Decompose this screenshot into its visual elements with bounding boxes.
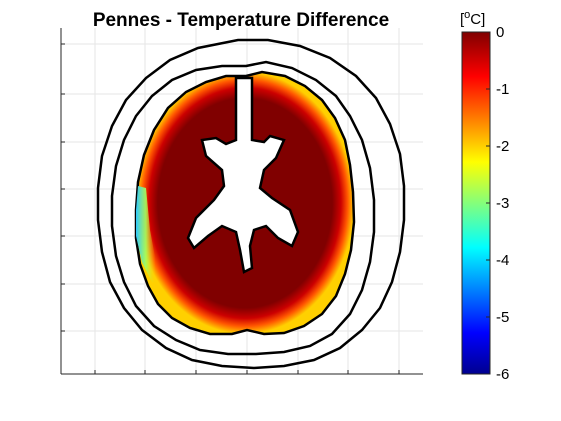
colorbar-ticks: 0 -1 -2 -3 -4 -5 -6	[486, 24, 509, 383]
skull-outer-outline	[96, 38, 406, 370]
colorbar: [oC] 0 -1 -2 -3 -4 -5 -6	[460, 9, 509, 383]
colorbar-tick-label: -3	[496, 195, 509, 212]
skull-inner-outline	[110, 60, 376, 356]
temperature-field	[96, 38, 406, 370]
colorbar-tick-label: -4	[496, 252, 509, 269]
colorbar-tick-label: -2	[496, 138, 509, 155]
cold-edge-left	[136, 186, 164, 286]
colorbar-tick-label: -5	[496, 309, 509, 326]
ventricle-cavity	[186, 76, 300, 274]
axes	[60, 28, 423, 375]
colorbar-unit-base: [	[460, 11, 465, 28]
colorbar-unit-sup: o	[464, 9, 470, 21]
colorbar-tick-label: -6	[496, 366, 509, 383]
colorbar-tick-label: 0	[496, 24, 504, 41]
colorbar-tick-label: -1	[496, 81, 509, 98]
colorbar-unit-rest: C]	[470, 11, 485, 28]
colorbar-gradient	[461, 31, 491, 375]
chart-title: Pennes - Temperature Difference	[93, 10, 389, 31]
colorbar-unit: [oC]	[460, 9, 485, 28]
